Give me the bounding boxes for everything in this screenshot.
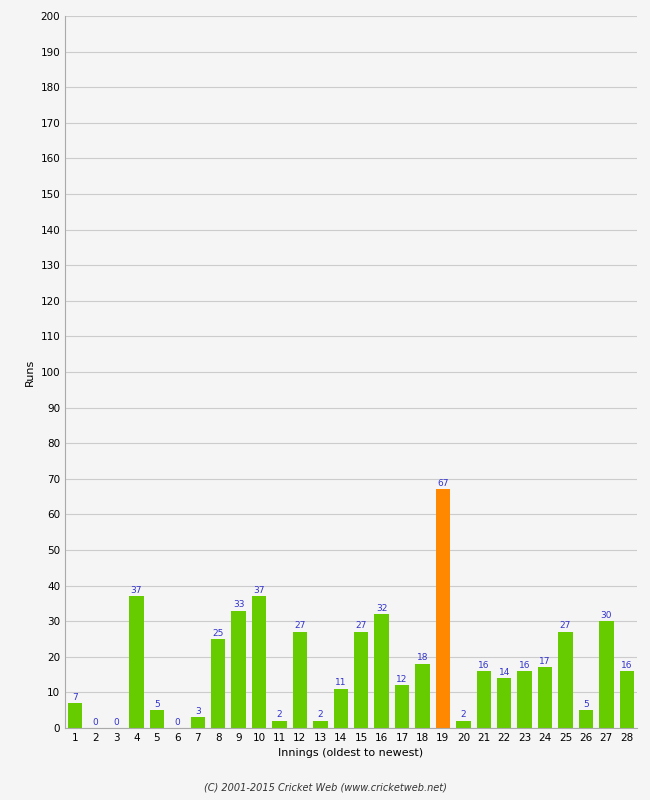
- Text: 2: 2: [318, 710, 323, 719]
- Text: 30: 30: [601, 610, 612, 620]
- Bar: [292, 632, 307, 728]
- X-axis label: Innings (oldest to newest): Innings (oldest to newest): [278, 749, 424, 758]
- Bar: [619, 671, 634, 728]
- Text: 25: 25: [213, 629, 224, 638]
- Bar: [436, 490, 450, 728]
- Bar: [68, 703, 83, 728]
- Text: 33: 33: [233, 600, 244, 609]
- Text: 2: 2: [277, 710, 282, 719]
- Text: 3: 3: [195, 707, 201, 716]
- Text: 16: 16: [621, 661, 632, 670]
- Bar: [231, 610, 246, 728]
- Text: 32: 32: [376, 604, 387, 613]
- Bar: [517, 671, 532, 728]
- Bar: [476, 671, 491, 728]
- Bar: [456, 721, 471, 728]
- Text: 18: 18: [417, 654, 428, 662]
- Text: 27: 27: [294, 622, 305, 630]
- Bar: [354, 632, 369, 728]
- Bar: [497, 678, 512, 728]
- Text: 11: 11: [335, 678, 346, 687]
- Text: 7: 7: [72, 693, 78, 702]
- Bar: [252, 596, 266, 728]
- Bar: [599, 622, 614, 728]
- Bar: [415, 664, 430, 728]
- Bar: [538, 667, 552, 728]
- Text: 16: 16: [519, 661, 530, 670]
- Bar: [578, 710, 593, 728]
- Text: 0: 0: [113, 718, 119, 726]
- Text: 0: 0: [93, 718, 99, 726]
- Bar: [272, 721, 287, 728]
- Bar: [558, 632, 573, 728]
- Text: 27: 27: [356, 622, 367, 630]
- Bar: [150, 710, 164, 728]
- Bar: [395, 686, 410, 728]
- Bar: [333, 689, 348, 728]
- Text: 16: 16: [478, 661, 489, 670]
- Text: 5: 5: [583, 700, 589, 709]
- Bar: [313, 721, 328, 728]
- Text: 2: 2: [461, 710, 466, 719]
- Bar: [190, 718, 205, 728]
- Text: (C) 2001-2015 Cricket Web (www.cricketweb.net): (C) 2001-2015 Cricket Web (www.cricketwe…: [203, 782, 447, 792]
- Text: 37: 37: [131, 586, 142, 595]
- Text: 27: 27: [560, 622, 571, 630]
- Bar: [374, 614, 389, 728]
- Text: 17: 17: [540, 657, 551, 666]
- Text: 0: 0: [174, 718, 180, 726]
- Bar: [211, 639, 226, 728]
- Bar: [129, 596, 144, 728]
- Text: 14: 14: [499, 668, 510, 677]
- Text: 5: 5: [154, 700, 160, 709]
- Y-axis label: Runs: Runs: [25, 358, 35, 386]
- Text: 67: 67: [437, 479, 448, 488]
- Text: 37: 37: [254, 586, 265, 595]
- Text: 12: 12: [396, 675, 408, 684]
